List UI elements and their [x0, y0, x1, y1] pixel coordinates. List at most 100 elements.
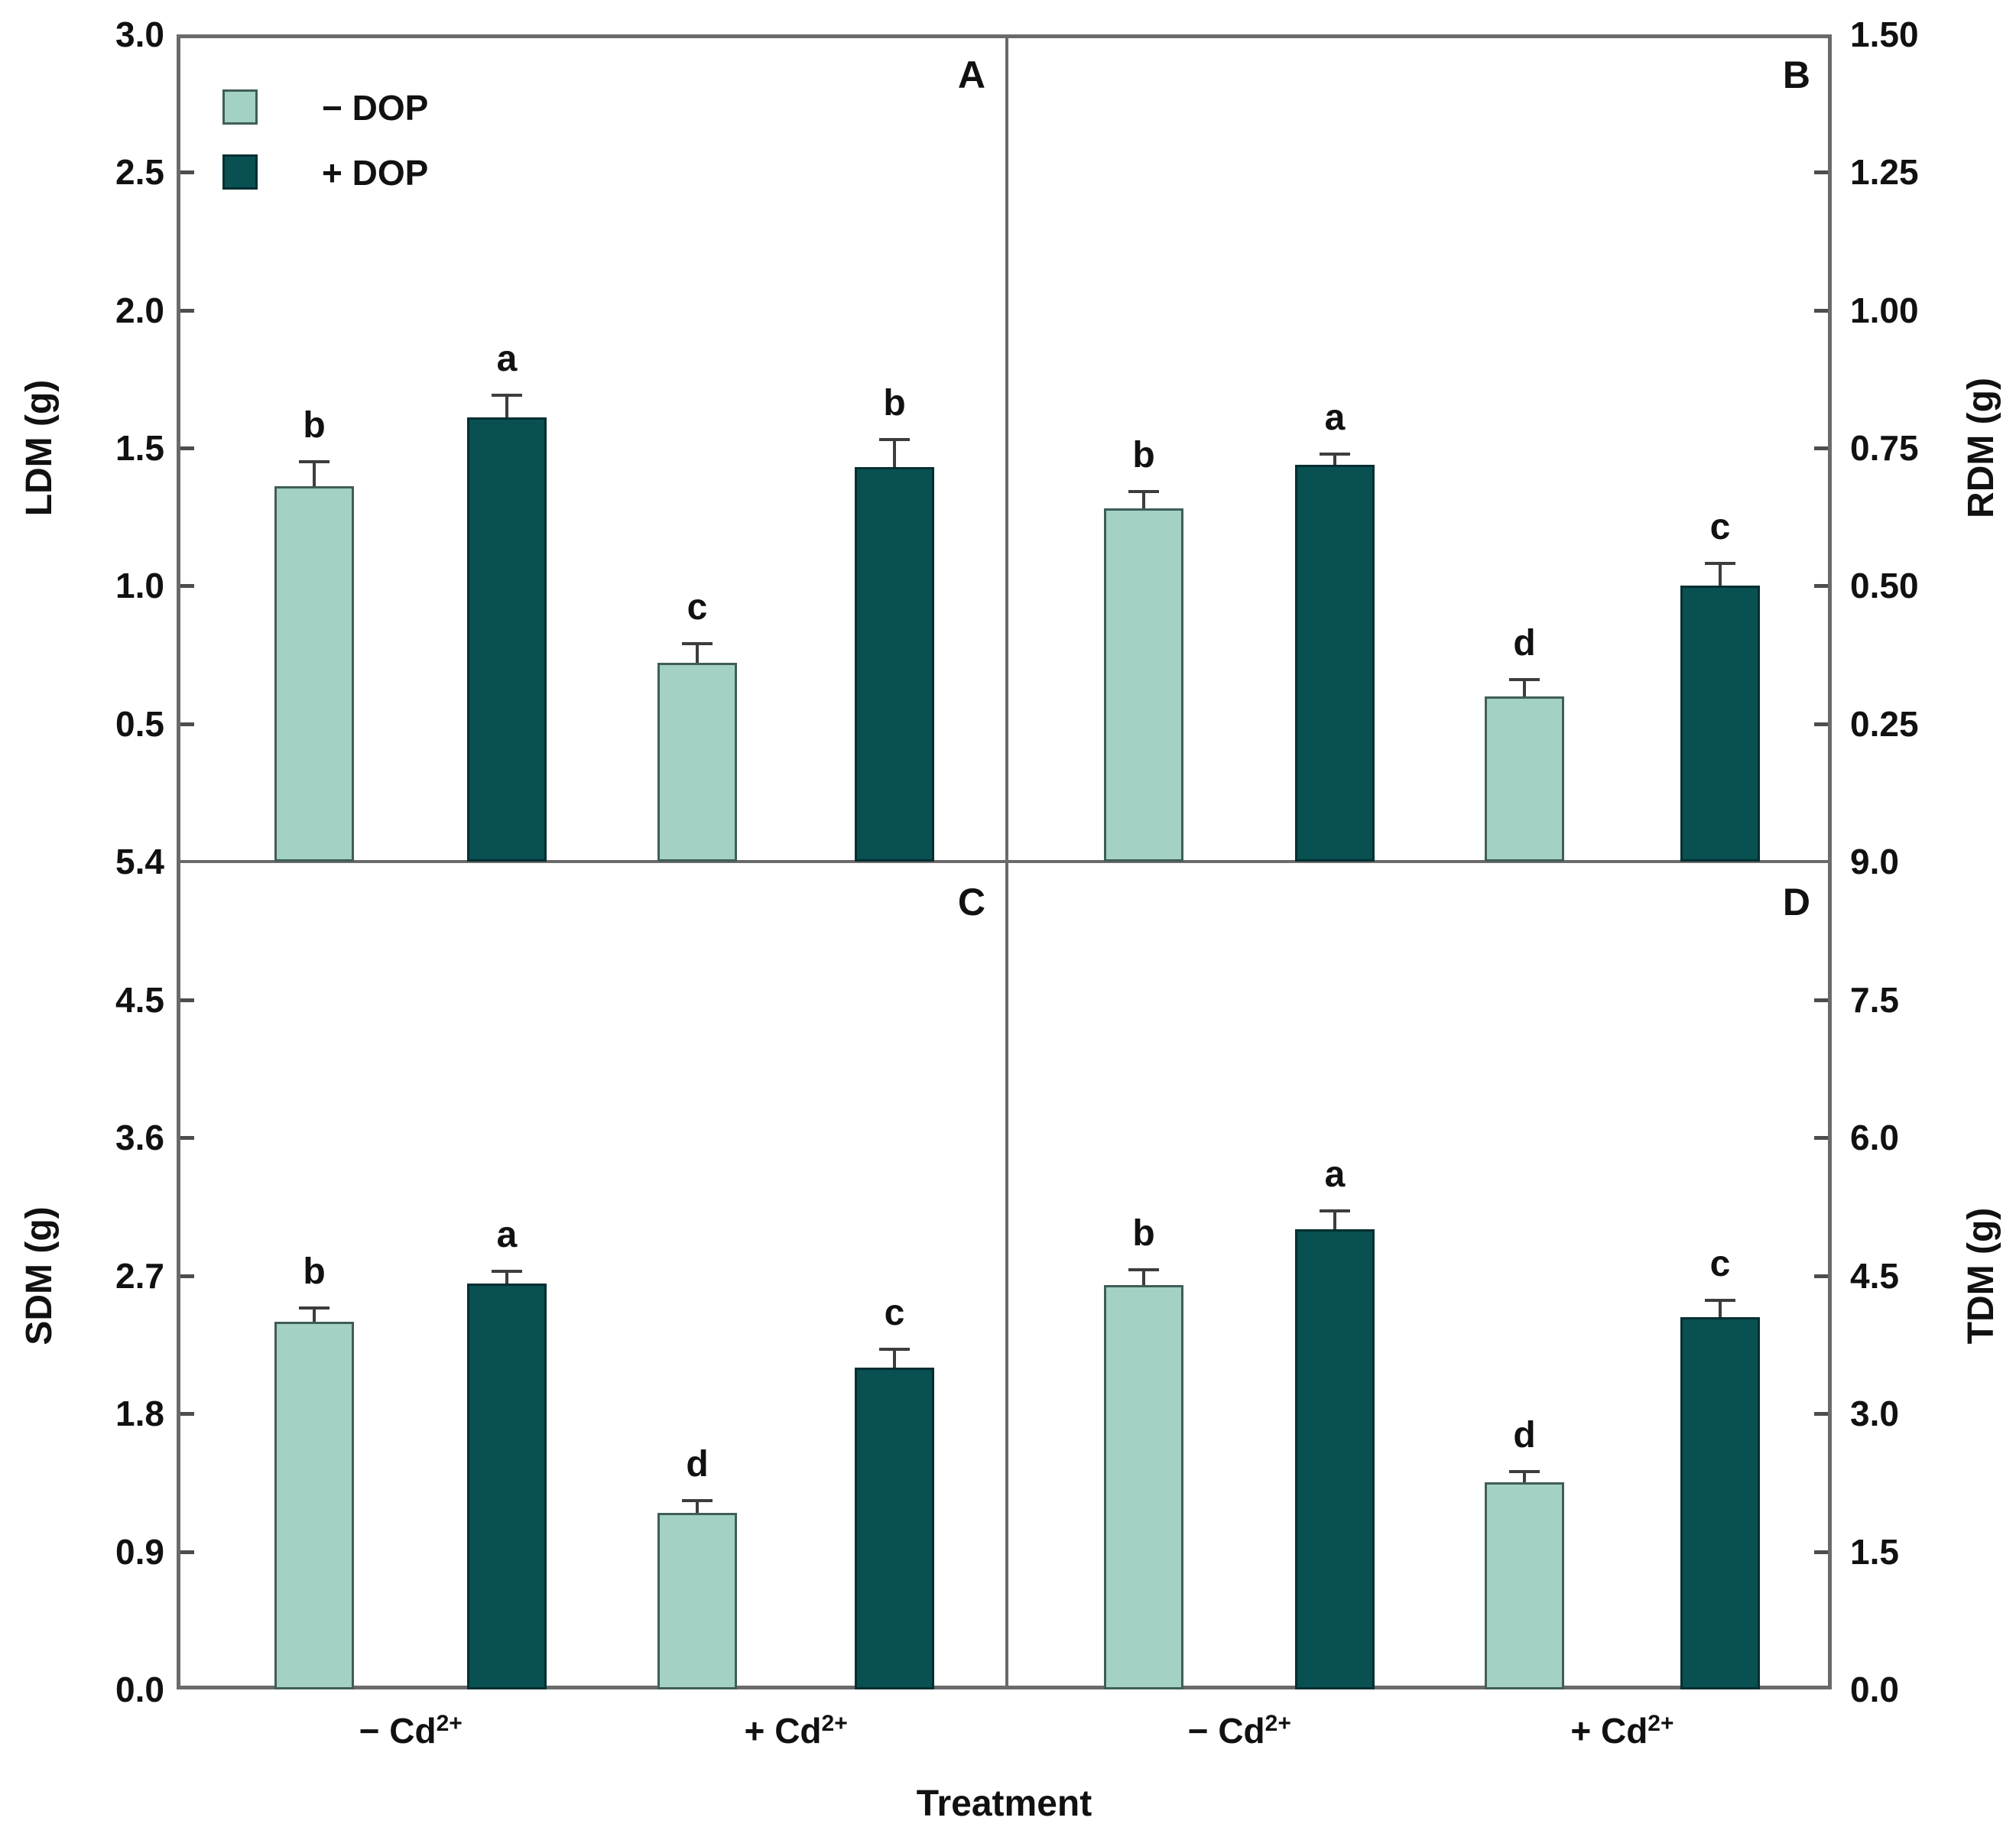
bar-B-4 [1680, 586, 1760, 862]
panel-divider-horizontal [177, 860, 1832, 863]
x-tick-label: − Cd2+ [1117, 1711, 1362, 1756]
error-bar-cap [879, 438, 910, 441]
error-bar [505, 1271, 508, 1284]
error-bar [893, 1349, 896, 1368]
bar-C-4 [855, 1368, 934, 1689]
y-tick-label: 0.50 [1850, 566, 1919, 605]
y-tick-label: 1.50 [1850, 15, 1919, 54]
x-tick-label: + Cd2+ [674, 1711, 918, 1756]
y-tick-label: 1.5 [115, 428, 164, 468]
error-bar-cap [492, 1270, 522, 1273]
error-bar [1523, 1472, 1526, 1482]
x-axis-title: Treatment [916, 1783, 1092, 1824]
y-tick-label: 0.25 [1850, 704, 1919, 744]
y-tick-label: 4.5 [115, 980, 164, 1020]
error-bar [1719, 1300, 1722, 1317]
bar-B-1 [1104, 508, 1183, 862]
x-tick-label: + Cd2+ [1500, 1711, 1745, 1756]
x-tick-label-base: + Cd [1570, 1711, 1648, 1751]
bar-D-4 [1680, 1317, 1760, 1689]
x-tick-label-superscript: 2+ [821, 1711, 848, 1736]
error-bar [313, 1308, 316, 1322]
y-axis-title-tdm: TDM (g) [1961, 1207, 2001, 1344]
legend-swatch-minus-dop [222, 89, 258, 125]
y-tick-label: 2.5 [115, 152, 164, 192]
significance-letter: b [883, 383, 906, 424]
y-tick-label: 1.25 [1850, 152, 1919, 192]
panel-letter-A: A [957, 54, 985, 96]
bar-D-2 [1295, 1229, 1375, 1689]
y-tick-label: 3.0 [115, 15, 164, 54]
error-bar-cap [1320, 1209, 1350, 1212]
significance-letter: a [496, 1215, 518, 1255]
error-bar-cap [1509, 1470, 1540, 1473]
y-tick-mark [1814, 170, 1828, 174]
y-tick-label: 1.8 [115, 1394, 164, 1433]
panel-letter-B: B [1782, 54, 1810, 96]
significance-letter: b [303, 405, 326, 446]
bar-A-2 [467, 417, 547, 862]
x-tick-label: − Cd2+ [288, 1711, 533, 1756]
error-bar-cap [682, 642, 713, 645]
y-tick-mark [180, 309, 194, 313]
bar-A-4 [855, 467, 934, 862]
error-bar [1523, 680, 1526, 696]
error-bar [696, 1501, 699, 1513]
bar-A-1 [274, 486, 354, 862]
y-tick-label: 6.0 [1850, 1118, 1899, 1157]
y-tick-mark [180, 1550, 194, 1554]
error-bar [1142, 492, 1145, 508]
y-axis-title-sdm: SDM (g) [19, 1206, 60, 1345]
y-tick-mark [180, 170, 194, 174]
y-axis-title-ldm: LDM (g) [19, 379, 60, 517]
panel-letter-D: D [1782, 881, 1810, 923]
error-bar-cap [492, 394, 522, 397]
error-bar [505, 395, 508, 417]
significance-letter: c [1709, 1244, 1731, 1284]
legend-label-minus-dop: − DOP [322, 88, 429, 128]
error-bar-cap [1128, 490, 1159, 493]
significance-letter: a [1324, 398, 1346, 438]
significance-letter: a [496, 339, 518, 379]
significance-letter: b [303, 1251, 326, 1292]
y-tick-mark [1814, 722, 1828, 726]
error-bar [313, 462, 316, 486]
y-tick-label: 2.7 [115, 1256, 164, 1296]
error-bar [1333, 454, 1336, 465]
y-tick-label: 3.6 [115, 1118, 164, 1157]
error-bar-cap [299, 460, 330, 463]
y-tick-mark [180, 1274, 194, 1278]
y-tick-label: 0.75 [1850, 428, 1919, 468]
x-tick-label-superscript: 2+ [436, 1711, 463, 1736]
error-bar [1333, 1211, 1336, 1229]
x-tick-label-superscript: 2+ [1264, 1711, 1291, 1736]
y-tick-label: 0.0 [115, 1670, 164, 1709]
y-tick-mark [1814, 998, 1828, 1002]
y-tick-label: 0.0 [1850, 1670, 1899, 1709]
y-tick-mark [180, 1136, 194, 1140]
error-bar-cap [682, 1499, 713, 1502]
x-tick-label-base: + Cd [744, 1711, 822, 1751]
x-tick-label-base: − Cd [359, 1711, 437, 1751]
error-bar [1142, 1270, 1145, 1285]
y-tick-mark [180, 722, 194, 726]
error-bar-cap [1128, 1268, 1159, 1271]
y-tick-label: 7.5 [1850, 980, 1899, 1020]
bar-D-1 [1104, 1285, 1183, 1689]
y-tick-label: 1.0 [115, 566, 164, 605]
significance-letter: c [884, 1293, 905, 1333]
y-tick-label: 1.5 [1850, 1532, 1899, 1572]
y-tick-label: 0.5 [115, 704, 164, 744]
y-tick-mark [180, 446, 194, 450]
y-tick-mark [1814, 1550, 1828, 1554]
significance-letter: c [687, 587, 708, 628]
significance-letter: d [686, 1444, 709, 1485]
error-bar [893, 440, 896, 467]
bar-C-3 [657, 1513, 737, 1689]
error-bar-cap [1705, 562, 1735, 565]
y-tick-mark [1814, 1274, 1828, 1278]
significance-letter: b [1132, 1213, 1155, 1254]
